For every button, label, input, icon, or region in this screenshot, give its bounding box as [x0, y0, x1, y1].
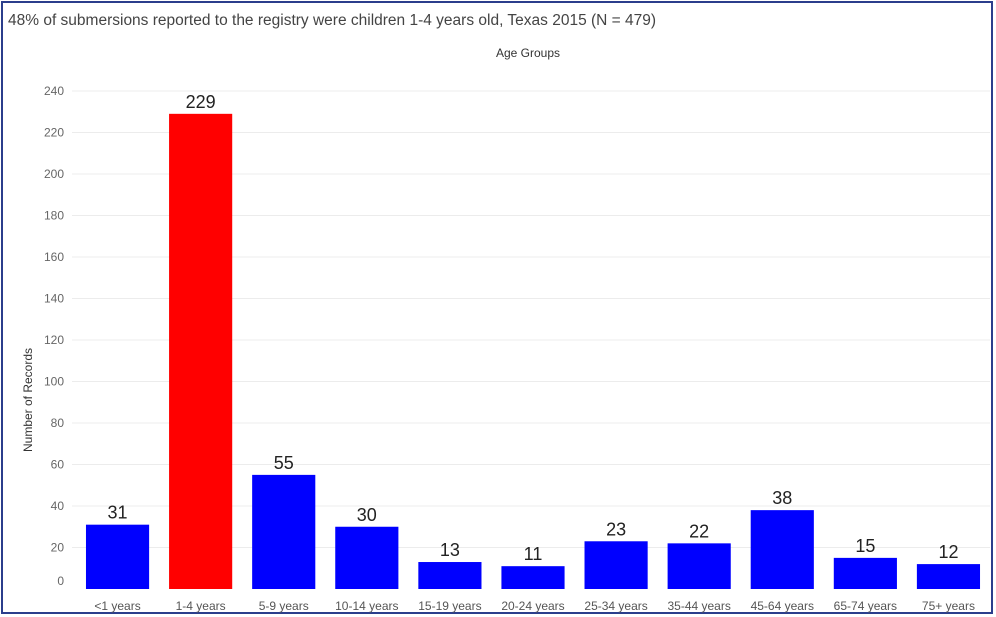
y-tick-label: 160 [44, 250, 64, 264]
x-tick-label: 45-64 years [751, 599, 814, 613]
y-tick-label: 240 [44, 84, 64, 98]
data-label: 38 [772, 488, 792, 508]
data-label: 12 [938, 542, 958, 562]
x-tick-label: 65-74 years [834, 599, 897, 613]
bar [667, 543, 731, 589]
x-tick-label: 20-24 years [501, 599, 564, 613]
x-tick-label: 10-14 years [335, 599, 398, 613]
x-tick-label: 75+ years [922, 599, 975, 613]
y-tick-label: 180 [44, 209, 64, 223]
data-label: 23 [606, 519, 626, 539]
data-label: 31 [108, 503, 128, 523]
bar [418, 562, 482, 589]
data-label: 30 [357, 505, 377, 525]
y-axis-title: Number of Records [21, 348, 35, 452]
y-tick-label: 220 [44, 126, 64, 140]
data-labels: 31 229 55 30 13 11 23 22 38 15 12 [108, 92, 959, 564]
x-tick-label: 5-9 years [259, 599, 309, 613]
y-tick-label: 60 [51, 458, 65, 472]
y-axis-ticks: 0 20 40 60 80 100 120 140 160 180 200 220 240 [44, 84, 64, 588]
data-label: 55 [274, 453, 294, 473]
bar [335, 526, 399, 589]
y-tick-label: 140 [44, 292, 64, 306]
x-tick-label: 15-19 years [418, 599, 481, 613]
data-label: 22 [689, 521, 709, 541]
x-tick-label: 1-4 years [176, 599, 226, 613]
x-axis-title: Age Groups [496, 46, 560, 60]
y-tick-label: 100 [44, 375, 64, 389]
bar [833, 557, 897, 589]
y-tick-label: 40 [51, 499, 65, 513]
bar [85, 524, 150, 589]
x-axis-ticks: <1 years 1-4 years 5-9 years 10-14 years 15-… [94, 599, 975, 613]
y-tick-label: 80 [51, 416, 65, 430]
y-tick-label: 120 [44, 333, 64, 347]
x-tick-label: 25-34 years [584, 599, 647, 613]
bar [501, 566, 565, 589]
bar [169, 113, 233, 589]
data-label: 13 [440, 540, 460, 560]
y-tick-label: 200 [44, 167, 64, 181]
bar [584, 541, 648, 589]
x-tick-label: <1 years [94, 599, 140, 613]
data-label: 15 [855, 536, 875, 556]
bars [85, 113, 981, 589]
bar [252, 474, 316, 589]
y-tick-label: 0 [57, 574, 64, 588]
data-label: 11 [524, 544, 543, 564]
y-tick-label: 20 [51, 541, 65, 555]
x-tick-label: 35-44 years [667, 599, 730, 613]
data-label: 229 [186, 92, 216, 112]
bar [916, 564, 981, 589]
bar [750, 510, 814, 589]
chart-title: 48% of submersions reported to the regis… [8, 12, 657, 29]
